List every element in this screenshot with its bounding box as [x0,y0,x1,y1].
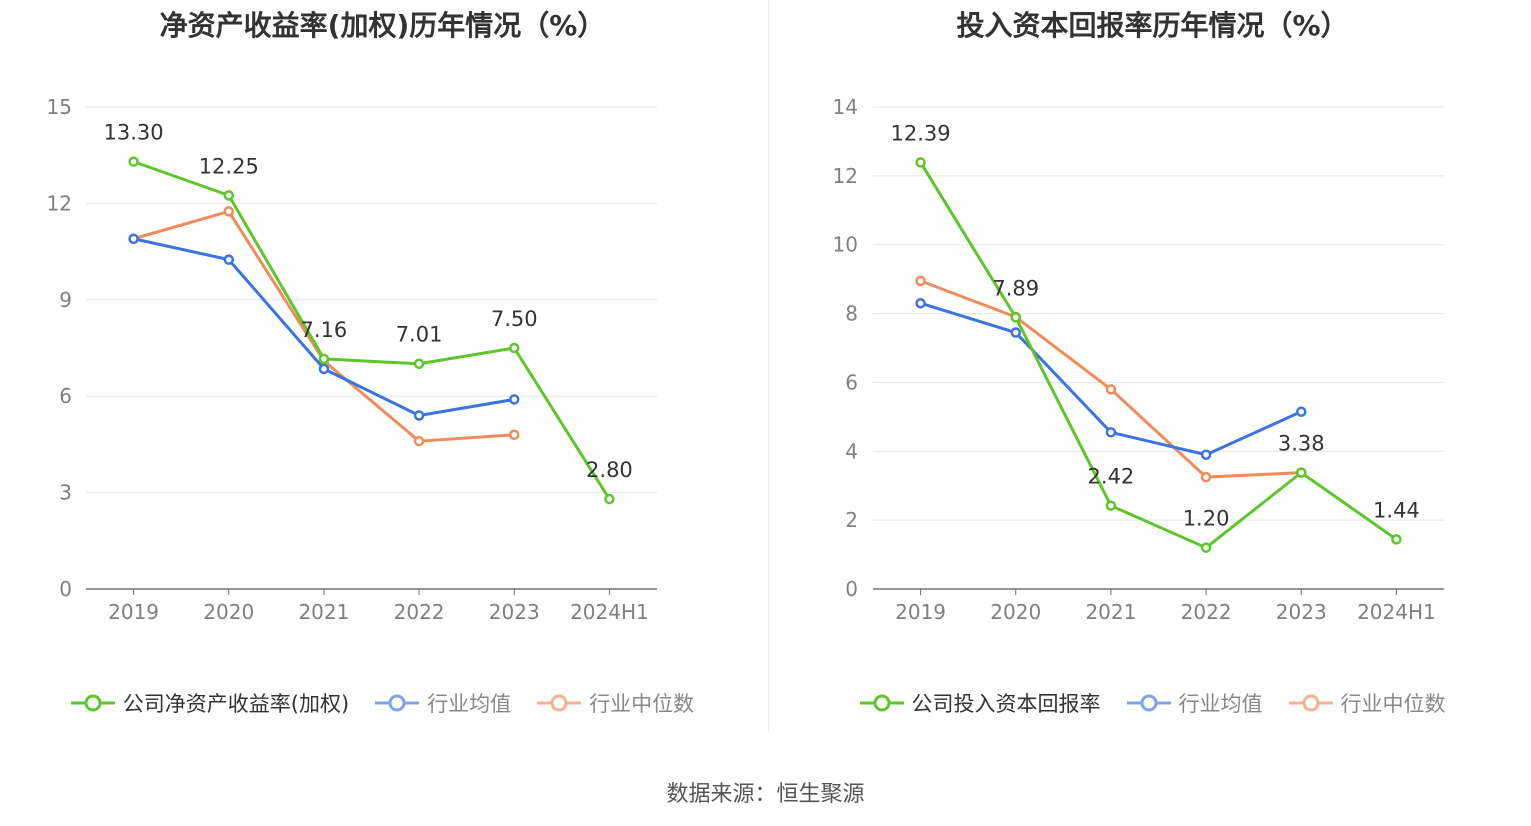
data-label: 7.89 [992,276,1039,300]
company-data-point [1200,542,1212,553]
industry-avg-data-point [509,394,520,405]
y-tick-label: 12 [833,164,858,188]
panel-divider [768,0,769,732]
data-label: 2.42 [1088,465,1135,489]
industry-avg-data-point [1105,427,1117,438]
chart-legend: 公司投入资本回报率 行业均值 行业中位数 [770,688,1531,718]
legend-line-circle-icon [375,694,420,712]
industry-avg-data-point [223,254,234,265]
legend-item-industry-median[interactable]: 行业中位数 [1288,688,1446,718]
legend-label: 行业中位数 [1340,692,1446,716]
y-tick-label: 15 [47,95,72,119]
legend-item-company[interactable]: 公司净资产收益率(加权) [70,688,350,718]
chart-title: 投入资本回报率历年情况（%） [956,9,1349,42]
data-label: 7.16 [301,318,348,342]
x-tick-label: 2024H1 [570,600,649,624]
data-label: 12.25 [199,154,259,178]
industry-avg-data-point [128,233,139,244]
x-tick-label: 2021 [1085,600,1136,624]
chart-legend: 公司净资产收益率(加权) 行业均值 行业中位数 [0,688,765,718]
y-tick-label: 4 [845,439,858,463]
industry-median-data-point [1105,384,1117,395]
x-tick-label: 2023 [1276,600,1327,624]
company-data-point [1010,312,1021,323]
company-data-point [915,157,926,168]
legend-label: 行业均值 [427,692,512,716]
legend-item-industry-avg[interactable]: 行业均值 [1126,688,1263,718]
industry-median-data-point [915,275,926,287]
y-tick-label: 3 [59,481,72,505]
data-label: 1.44 [1373,498,1420,522]
company-data-point [318,353,330,365]
chart-title: 净资产收益率(加权)历年情况（%） [159,9,606,42]
data-label: 1.20 [1183,507,1230,531]
data-label: 13.30 [104,121,164,145]
y-tick-label: 2 [845,508,858,532]
data-label: 7.50 [491,307,538,331]
legend-label: 公司投入资本回报率 [911,692,1101,716]
legend-line-circle-icon [1126,694,1171,712]
roe-chart-panel: 净资产收益率(加权)历年情况（%） 0 3 6 9 12 15 2019 2020 2021 20… [0,0,765,740]
company-data-point [1105,500,1117,511]
legend-item-industry-median[interactable]: 行业中位数 [537,688,694,718]
legend-item-company[interactable]: 公司投入资本回报率 [859,688,1101,718]
roic-line-chart: 0 2 4 6 8 10 12 14 2019 2020 2021 2022 2023 2024H1 12.… [833,95,1444,624]
x-tick-label: 2019 [895,600,946,624]
industry-avg-data-point [1010,327,1021,338]
roic-chart-panel: 投入资本回报率历年情况（%） 0 2 4 6 8 10 12 14 2019 2020 2021 20… [770,0,1531,740]
industry-median-data-point [509,429,520,441]
data-label: 12.39 [891,121,951,145]
industry-median-data-point [413,435,425,447]
legend-item-industry-avg[interactable]: 行业均值 [375,688,511,718]
y-tick-label: 10 [833,233,858,257]
y-tick-label: 8 [845,302,858,326]
x-tick-label: 2020 [203,600,254,624]
industry-avg-data-point [1296,406,1307,417]
company-series-line [919,161,1398,550]
y-tick-label: 6 [845,370,858,394]
company-data-point [413,358,425,369]
x-tick-label: 2024H1 [1357,600,1436,624]
x-tick-label: 2021 [298,600,349,624]
x-tick-label: 2022 [1181,600,1232,624]
y-tick-label: 9 [59,288,72,312]
data-source-note: 数据来源：恒生聚源 [666,782,865,807]
y-tick-label: 14 [833,95,858,119]
x-tick-label: 2022 [394,600,445,624]
industry-avg-data-point [915,297,926,309]
data-label: 7.01 [396,323,443,347]
company-data-point [1391,534,1402,545]
industry-median-data-point [223,206,234,217]
x-tick-label: 2019 [108,600,159,624]
data-label: 2.80 [586,458,633,482]
y-tick-label: 6 [59,384,72,408]
y-tick-label: 12 [47,191,72,215]
industry-median-data-point [1200,471,1212,483]
y-tick-label: 0 [845,577,858,601]
legend-label: 公司净资产收益率(加权) [122,692,350,716]
x-tick-label: 2023 [489,600,540,624]
y-tick-label: 0 [59,577,72,601]
industry-avg-data-point [413,410,425,421]
company-data-point [509,342,520,354]
industry-median-series-line [920,279,1302,479]
company-data-point [128,156,139,167]
legend-label: 行业均值 [1178,692,1263,716]
legend-line-circle-icon [537,694,582,712]
company-data-point [1296,467,1307,478]
legend-line-circle-icon [1288,694,1333,712]
x-tick-label: 2020 [990,600,1041,624]
legend-line-circle-icon [859,694,904,712]
roe-line-chart: 0 3 6 9 12 15 2019 2020 2021 2022 2023 2024H1 13.30 1… [47,95,657,624]
company-series-line [133,160,611,500]
legend-label: 行业中位数 [589,692,695,716]
company-data-point [223,190,234,201]
industry-avg-data-point [1200,449,1212,460]
legend-line-circle-icon [70,694,115,712]
industry-avg-data-point [318,363,330,375]
company-data-point [604,493,615,505]
data-label: 3.38 [1278,432,1325,456]
